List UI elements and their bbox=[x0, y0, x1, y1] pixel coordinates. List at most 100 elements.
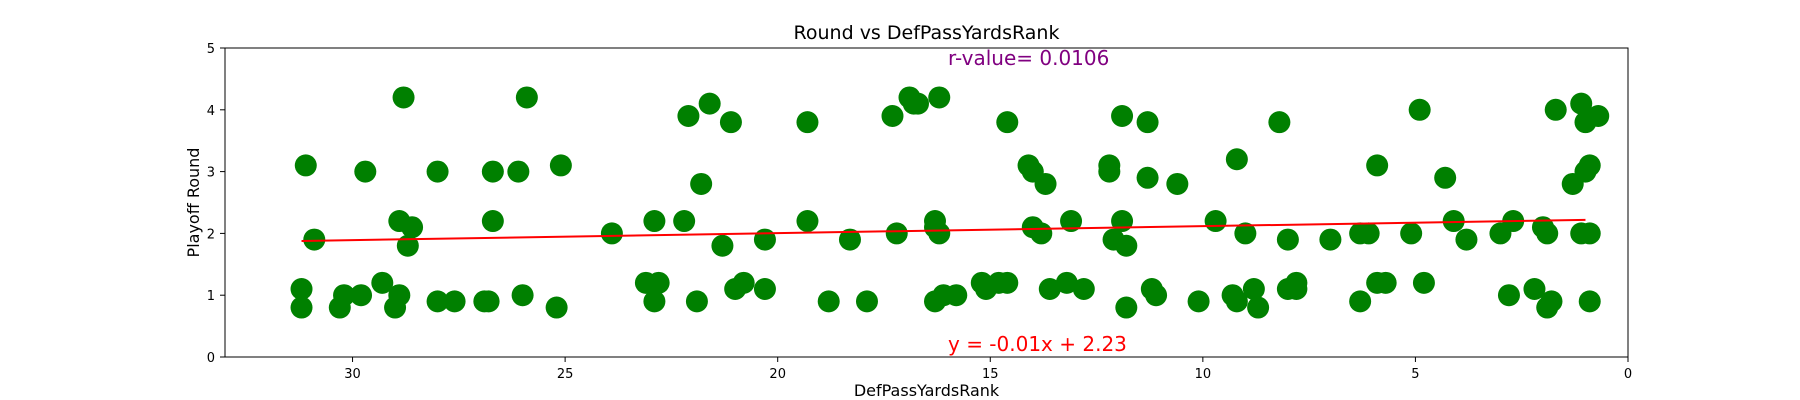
data-point-2 bbox=[294, 154, 317, 177]
y-tick-label: 0 bbox=[207, 351, 215, 366]
data-point-92 bbox=[1242, 278, 1265, 301]
data-point-127 bbox=[1578, 222, 1601, 245]
data-point-99 bbox=[1319, 228, 1342, 251]
data-point-73 bbox=[1072, 278, 1095, 301]
y-tick-label: 4 bbox=[207, 104, 215, 119]
data-point-128 bbox=[1578, 290, 1601, 313]
data-point-40 bbox=[732, 271, 755, 294]
data-point-75 bbox=[1098, 160, 1121, 183]
data-point-1 bbox=[290, 296, 313, 319]
data-point-110 bbox=[1442, 210, 1465, 233]
data-point-56 bbox=[928, 86, 951, 109]
data-point-26 bbox=[549, 154, 572, 177]
data-point-104 bbox=[1366, 154, 1389, 177]
regression-line-layer bbox=[301, 218, 1586, 242]
data-point-98 bbox=[1285, 271, 1308, 294]
data-point-93 bbox=[1247, 296, 1270, 319]
data-point-3 bbox=[303, 228, 326, 251]
data-point-21 bbox=[481, 210, 504, 233]
y-tick-label: 3 bbox=[207, 166, 215, 181]
data-point-47 bbox=[855, 290, 878, 313]
x-axis-label: DefPassYardsRank bbox=[854, 381, 1000, 400]
data-point-33 bbox=[677, 104, 700, 127]
data-point-84 bbox=[1145, 284, 1168, 307]
data-point-63 bbox=[996, 271, 1019, 294]
data-point-117 bbox=[1536, 222, 1559, 245]
data-point-57 bbox=[928, 222, 951, 245]
data-point-0 bbox=[290, 278, 313, 301]
data-point-15 bbox=[426, 160, 449, 183]
data-point-71 bbox=[1055, 271, 1078, 294]
data-point-107 bbox=[1408, 98, 1431, 121]
data-point-41 bbox=[753, 228, 776, 251]
y-tick-label: 5 bbox=[207, 42, 215, 57]
data-points-layer bbox=[290, 86, 1610, 319]
data-point-12 bbox=[392, 86, 415, 109]
data-point-43 bbox=[796, 111, 819, 134]
data-point-48 bbox=[881, 104, 904, 127]
data-point-113 bbox=[1497, 284, 1520, 307]
data-point-27 bbox=[600, 222, 623, 245]
y-tick-label: 2 bbox=[207, 227, 215, 242]
data-point-37 bbox=[711, 234, 734, 257]
data-point-72 bbox=[1060, 210, 1083, 233]
data-point-81 bbox=[1136, 111, 1159, 134]
data-point-68 bbox=[1030, 222, 1053, 245]
data-point-14 bbox=[401, 216, 424, 239]
data-point-52 bbox=[906, 92, 929, 115]
data-point-31 bbox=[647, 271, 670, 294]
data-point-23 bbox=[511, 284, 534, 307]
data-point-25 bbox=[545, 296, 568, 319]
x-axis-ticks: 30 25 20 15 10 5 0 bbox=[344, 357, 1632, 382]
data-point-102 bbox=[1357, 222, 1380, 245]
data-point-106 bbox=[1400, 222, 1423, 245]
x-tick-label: 0 bbox=[1624, 367, 1632, 382]
data-point-78 bbox=[1111, 210, 1134, 233]
data-point-85 bbox=[1166, 172, 1189, 195]
data-point-109 bbox=[1434, 166, 1457, 189]
data-point-29 bbox=[643, 210, 666, 233]
data-point-123 bbox=[1570, 92, 1593, 115]
data-point-59 bbox=[945, 284, 968, 307]
x-tick-label: 30 bbox=[344, 367, 361, 382]
data-point-20 bbox=[481, 160, 504, 183]
x-tick-label: 10 bbox=[1195, 367, 1212, 382]
data-point-89 bbox=[1225, 148, 1248, 171]
data-point-105 bbox=[1374, 271, 1397, 294]
data-point-87 bbox=[1204, 210, 1227, 233]
data-point-8 bbox=[371, 271, 394, 294]
regression-line bbox=[301, 218, 1586, 242]
data-point-115 bbox=[1523, 278, 1546, 301]
data-point-96 bbox=[1276, 228, 1299, 251]
plot-frame bbox=[224, 47, 1629, 358]
x-tick-label: 25 bbox=[557, 367, 574, 382]
data-point-13 bbox=[396, 234, 419, 257]
data-point-64 bbox=[996, 111, 1019, 134]
data-point-129 bbox=[1587, 104, 1610, 127]
data-point-32 bbox=[673, 210, 696, 233]
data-point-91 bbox=[1234, 222, 1257, 245]
data-point-16 bbox=[426, 290, 449, 313]
data-point-17 bbox=[443, 290, 466, 313]
data-point-44 bbox=[796, 210, 819, 233]
regression-equation-annotation: y = -0.01x + 2.23 bbox=[948, 332, 1127, 356]
data-point-36 bbox=[698, 92, 721, 115]
data-point-42 bbox=[753, 278, 776, 301]
data-point-80 bbox=[1115, 234, 1138, 257]
data-point-120 bbox=[1544, 98, 1567, 121]
data-point-6 bbox=[350, 284, 373, 307]
data-point-38 bbox=[719, 111, 742, 134]
data-point-22 bbox=[507, 160, 530, 183]
data-point-119 bbox=[1540, 290, 1563, 313]
data-point-7 bbox=[354, 160, 377, 183]
y-axis-label: Playoff Round bbox=[184, 148, 203, 258]
data-point-90 bbox=[1225, 290, 1248, 313]
data-point-10 bbox=[388, 284, 411, 307]
data-point-45 bbox=[817, 290, 840, 313]
data-point-94 bbox=[1268, 111, 1291, 134]
data-point-70 bbox=[1038, 278, 1061, 301]
data-point-86 bbox=[1187, 290, 1210, 313]
data-point-34 bbox=[685, 290, 708, 313]
data-point-30 bbox=[643, 290, 666, 313]
